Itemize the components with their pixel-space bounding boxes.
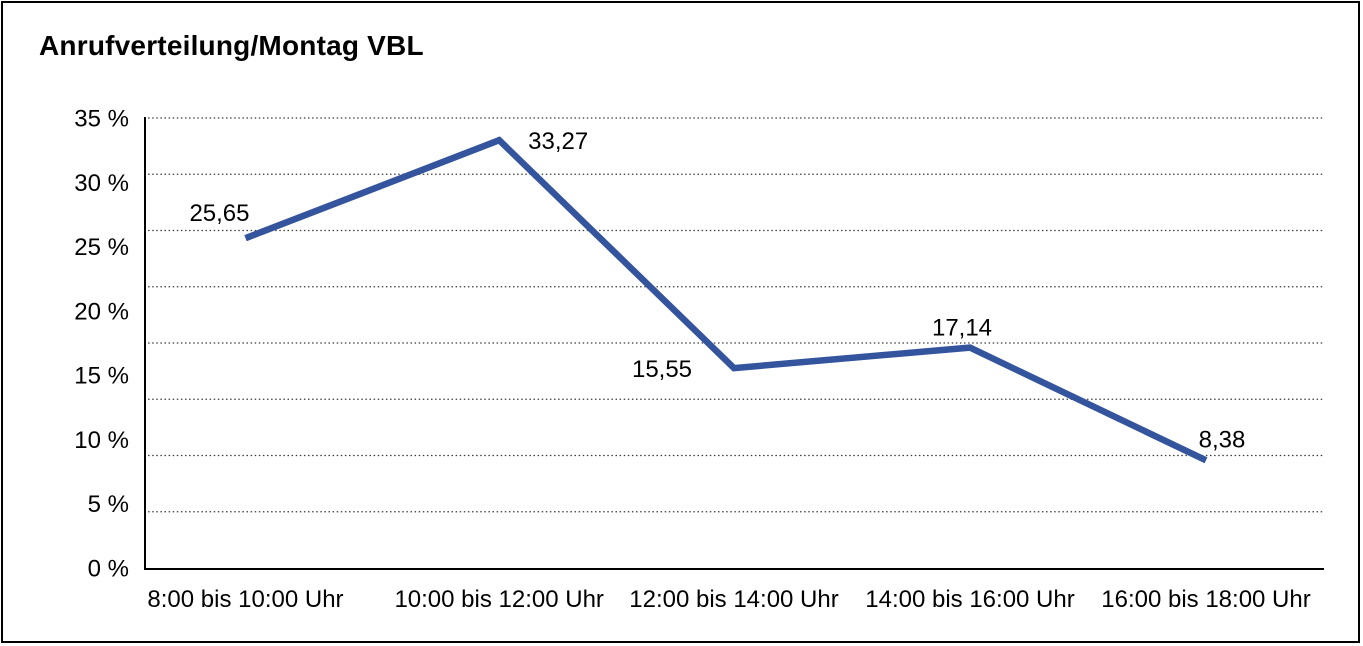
y-tick-label: 15 %: [74, 363, 129, 390]
data-point-label: 15,55: [632, 356, 692, 383]
data-point-label: 8,38: [1199, 426, 1246, 453]
data-point-label: 25,65: [189, 200, 249, 227]
line-chart: 35 % 30 % 25 % 20 % 15 % 10 % 5 % 0 % 25,65 33,27…: [74, 106, 1324, 613]
y-tick-label: 5 %: [88, 491, 129, 518]
x-tick-label: 14:00 bis 16:00 Uhr: [865, 586, 1074, 613]
x-tick-label: 16:00 bis 18:00 Uhr: [1101, 586, 1310, 613]
x-tick-label: 12:00 bis 14:00 Uhr: [629, 586, 838, 613]
y-tick-label: 20 %: [74, 298, 129, 325]
y-tick-label: 35 %: [74, 106, 129, 133]
y-tick-label: 10 %: [74, 427, 129, 454]
data-point-label: 33,27: [528, 128, 588, 155]
y-tick-label: 30 %: [74, 170, 129, 197]
data-line: [244, 136, 1208, 464]
y-tick-label: 0 %: [88, 556, 129, 583]
y-tick-label: 25 %: [74, 234, 129, 261]
chart-title: Anrufverteilung/Montag VBL: [39, 30, 424, 61]
x-tick-label: 10:00 bis 12:00 Uhr: [394, 586, 603, 613]
data-point-label: 17,14: [932, 315, 992, 342]
x-tick-label: 8:00 bis 10:00 Uhr: [147, 586, 343, 613]
